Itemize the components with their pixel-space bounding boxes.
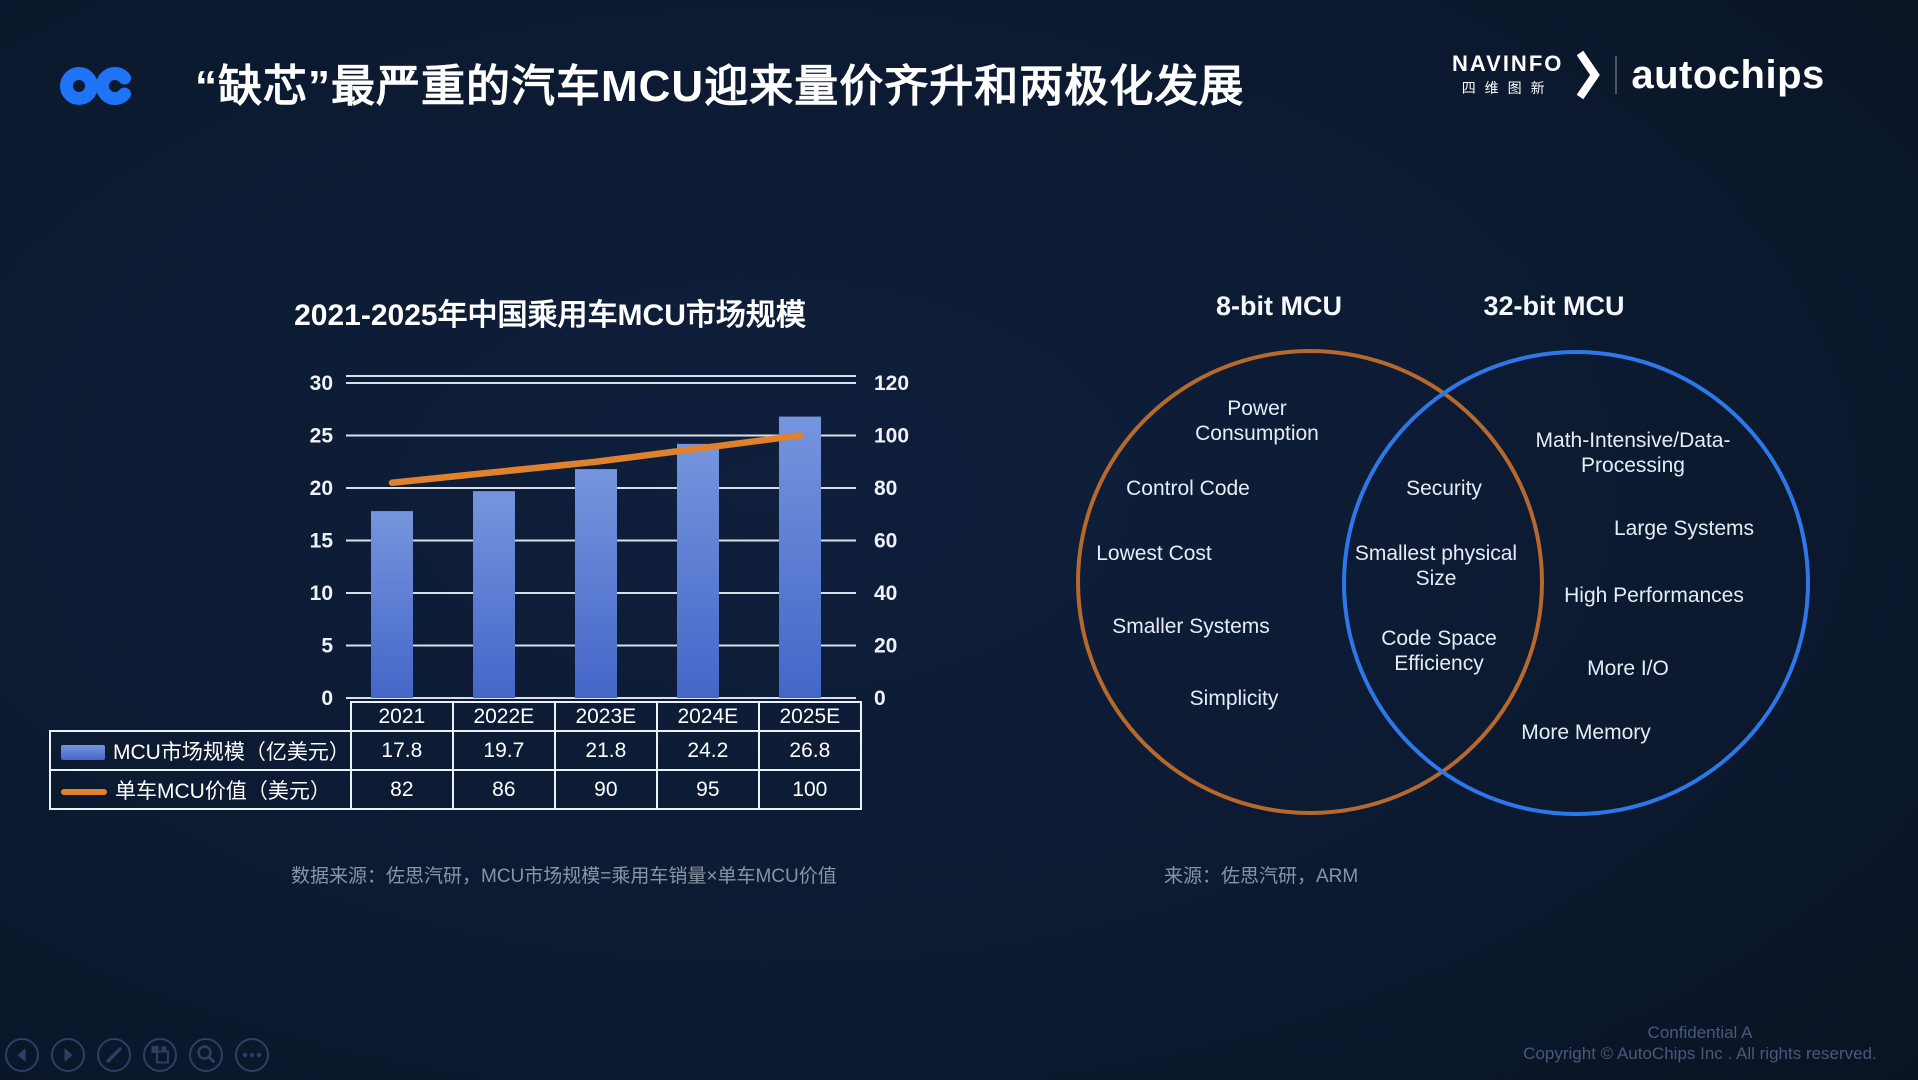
value-cell: 26.8 xyxy=(757,730,862,771)
bar xyxy=(677,443,719,698)
right-axis-tick: 80 xyxy=(874,477,897,500)
value-cell: 19.7 xyxy=(451,730,556,771)
venn-label-shared: Code Space Efficiency xyxy=(1381,627,1497,675)
bar xyxy=(473,491,515,698)
left-axis-tick: 10 xyxy=(310,582,333,605)
trend-line xyxy=(388,432,804,486)
right-axis-tick: 40 xyxy=(874,582,897,605)
confidential-footer: Confidential A Copyright © AutoChips Inc… xyxy=(1500,1022,1900,1064)
value-cell: 82 xyxy=(349,769,454,810)
mcu-market-combo-chart: 30 120 25 100 20 80 15 60 10 40 5 20 0 0 xyxy=(310,372,909,710)
year-header-cell: 2025E xyxy=(757,701,862,732)
value-cell: 95 xyxy=(655,769,760,810)
chart-source-note: 数据来源：佐思汽研，MCU市场规模=乘用车销量×单车MCU价值 xyxy=(291,866,837,887)
magnifier-icon xyxy=(189,1038,223,1072)
table-row: 单车MCU价值（美元） 82 86 90 95 100 xyxy=(49,769,862,810)
chart-data-table: 2021 2022E 2023E 2024E 2025E MCU市场规模（亿美元） 17.8… xyxy=(49,701,862,810)
right-axis-tick: 0 xyxy=(874,687,886,710)
navinfo-chinese-name: 四维图新 xyxy=(1461,79,1554,96)
page-title: “缺芯”最严重的汽车MCU迎来量价齐升和两极化发展 xyxy=(195,62,1245,111)
line-legend-swatch xyxy=(61,788,107,795)
bar xyxy=(779,416,821,698)
oc-logo-icon xyxy=(60,67,131,105)
presenter-controls xyxy=(4,1037,270,1073)
ellipsis-icon xyxy=(235,1038,269,1072)
left-axis-tick: 0 xyxy=(321,687,333,710)
venn-label-shared: Security xyxy=(1406,477,1482,500)
left-axis-tick: 20 xyxy=(310,477,333,500)
bar xyxy=(371,511,413,698)
autochips-wordmark: autochips xyxy=(1631,52,1825,97)
year-header-cell: 2022E xyxy=(451,701,556,732)
left-axis-tick: 5 xyxy=(321,635,333,658)
year-header-cell: 2023E xyxy=(553,701,658,732)
left-axis-tick: 15 xyxy=(310,530,334,553)
venn-label-left: Control Code xyxy=(1126,477,1250,500)
navinfo-wordmark: NAVINFO xyxy=(1452,50,1564,76)
value-cell: 21.8 xyxy=(553,730,658,771)
value-cell: 86 xyxy=(451,769,556,810)
pen-icon xyxy=(97,1038,131,1072)
venn-label-shared: Smallest physical Size xyxy=(1354,542,1518,590)
left-axis-tick: 30 xyxy=(310,372,333,395)
venn-label-left: Power Consumption xyxy=(1195,397,1319,445)
venn-right-title: 32-bit MCU xyxy=(1483,291,1625,321)
venn-source-note: 来源：佐思汽研，ARM xyxy=(1164,866,1359,887)
pen-button[interactable] xyxy=(96,1037,132,1073)
next-slide-button[interactable] xyxy=(50,1037,86,1073)
year-header-cell: 2021 xyxy=(349,701,454,732)
previous-slide-button[interactable] xyxy=(4,1037,40,1073)
slide-sorter-button[interactable] xyxy=(142,1037,178,1073)
left-axis-tick: 25 xyxy=(310,425,334,448)
venn-label-right: More Memory xyxy=(1521,721,1651,744)
brand-logos: NAVINFO 四维图新 autochips xyxy=(1452,50,1825,100)
chart-title: 2021-2025年中国乘用车MCU市场规模 xyxy=(294,299,806,332)
brand-divider xyxy=(1615,56,1618,94)
bar xyxy=(575,469,617,698)
right-arrow-icon xyxy=(51,1038,85,1072)
venn-left-title: 8-bit MCU xyxy=(1216,291,1342,321)
right-axis-tick: 20 xyxy=(874,635,897,658)
value-cell: 100 xyxy=(757,769,862,810)
venn-32bit-circle xyxy=(1342,350,1810,816)
navinfo-chevron-icon xyxy=(1577,50,1601,100)
series-label-cell: 单车MCU价值（美元） xyxy=(49,769,352,810)
value-cell: 90 xyxy=(553,769,658,810)
venn-label-right: More I/O xyxy=(1587,657,1669,680)
left-arrow-icon xyxy=(5,1038,39,1072)
confidential-label: Confidential A xyxy=(1647,1023,1753,1042)
series-label-cell: MCU市场规模（亿美元） xyxy=(49,730,352,771)
table-header-row: 2021 2022E 2023E 2024E 2025E xyxy=(50,701,862,732)
right-axis-tick: 120 xyxy=(874,372,909,395)
slides-grid-icon xyxy=(143,1038,177,1072)
zoom-button[interactable] xyxy=(188,1037,224,1073)
bar-legend-swatch xyxy=(61,745,105,761)
navinfo-logo: NAVINFO 四维图新 xyxy=(1452,50,1564,98)
venn-label-right: Large Systems xyxy=(1613,517,1755,540)
venn-label-left: Smaller Systems xyxy=(1112,615,1270,638)
value-cell: 17.8 xyxy=(349,730,454,771)
venn-label-left: Lowest Cost xyxy=(1096,542,1212,565)
table-row: MCU市场规模（亿美元） 17.8 19.7 21.8 24.2 26.8 xyxy=(49,730,862,771)
value-cell: 24.2 xyxy=(655,730,760,771)
venn-label-left: Simplicity xyxy=(1189,687,1279,710)
right-axis-tick: 100 xyxy=(874,425,909,448)
year-header-cell: 2024E xyxy=(655,701,760,732)
more-options-button[interactable] xyxy=(234,1037,270,1073)
right-axis-tick: 60 xyxy=(874,530,897,553)
venn-label-right: High Performances xyxy=(1564,584,1744,607)
venn-label-right: Math-Intensive/Data- Processing xyxy=(1535,429,1731,477)
copyright-label: Copyright © AutoChips Inc . All rights r… xyxy=(1523,1044,1877,1063)
